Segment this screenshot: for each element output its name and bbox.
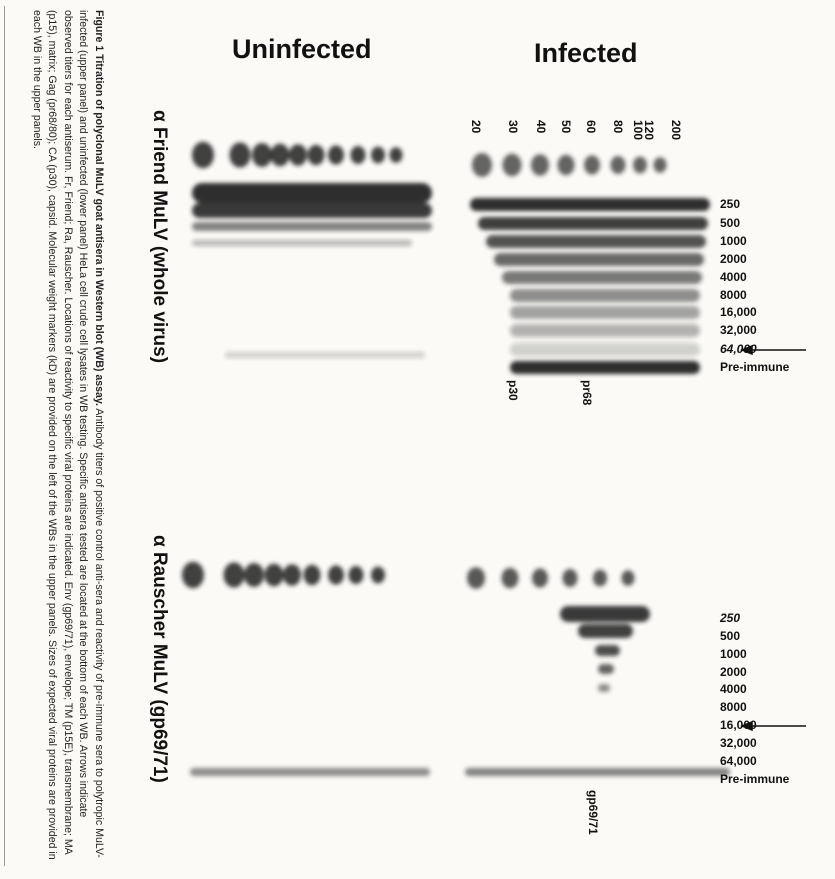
mw-marker: 200 — [669, 120, 683, 140]
band — [192, 240, 412, 246]
marker-band — [303, 564, 321, 586]
titer-label: 500 — [720, 216, 740, 230]
band — [598, 664, 614, 674]
band — [578, 624, 633, 638]
marker-band — [350, 146, 366, 164]
titer-label: 32,000 — [720, 736, 757, 750]
marker-band — [348, 566, 364, 584]
marker-band — [502, 153, 522, 177]
titer-label: 8000 — [720, 700, 747, 714]
mw-marker: 30 — [506, 120, 520, 134]
titer-label: 16,000 — [720, 718, 757, 732]
marker-band — [223, 562, 245, 588]
marker-band — [472, 153, 492, 177]
marker-band — [371, 566, 385, 584]
band — [510, 361, 700, 374]
titer-label: 1000 — [720, 234, 747, 248]
arrows — [739, 344, 806, 732]
protein-label: gp69/71 — [586, 790, 600, 835]
marker-band — [244, 563, 264, 587]
marker-band — [307, 144, 325, 166]
band — [225, 352, 425, 358]
band — [470, 198, 710, 211]
band — [510, 289, 700, 302]
band — [192, 222, 432, 231]
band — [465, 768, 730, 776]
marker-band — [389, 147, 403, 163]
titer-label: 64,000 — [720, 754, 757, 768]
mw-marker: 100 — [631, 120, 645, 140]
band — [192, 203, 432, 218]
marker-band — [182, 561, 204, 589]
marker-band — [252, 143, 272, 167]
titer-label: 16,000 — [720, 305, 757, 319]
mw-marker: 20 — [469, 120, 483, 134]
titer-label: 250 — [720, 197, 740, 211]
marker-band — [621, 570, 635, 586]
marker-band — [270, 143, 290, 167]
marker-band — [531, 154, 549, 176]
header-uninfected: Uninfected — [232, 34, 372, 64]
marker-band — [371, 146, 385, 164]
titer-label: 4000 — [720, 270, 747, 284]
band — [560, 606, 650, 622]
marker-band — [562, 569, 578, 587]
band — [192, 183, 432, 203]
mw-marker: 80 — [611, 120, 625, 134]
mw-marker: 60 — [584, 120, 598, 134]
marker-band — [328, 145, 344, 165]
protein-label: p30 — [506, 380, 520, 401]
titer-label: 500 — [720, 629, 740, 643]
protein-label: pr68 — [580, 380, 594, 406]
marker-band — [653, 157, 667, 173]
mw-marker: 50 — [559, 120, 573, 134]
marker-band — [557, 154, 575, 176]
marker-band — [584, 155, 600, 175]
titer-label: 250 — [719, 611, 740, 625]
marker-band — [264, 563, 284, 587]
marker-band — [289, 144, 307, 166]
band — [494, 253, 704, 266]
band — [502, 271, 702, 284]
marker-band — [328, 565, 344, 585]
band — [486, 235, 706, 248]
titer-label: Pre-immune — [720, 772, 790, 786]
titer-label: 64,000 — [720, 342, 757, 356]
marker-band — [610, 156, 626, 174]
mw-marker: 40 — [534, 120, 548, 134]
titer-label: 2000 — [720, 665, 747, 679]
marker-band — [192, 141, 214, 169]
band — [478, 217, 708, 230]
band — [510, 306, 700, 319]
header-infected: Infected — [534, 38, 638, 68]
band — [595, 645, 620, 656]
titer-label: 8000 — [720, 288, 747, 302]
titer-label: 4000 — [720, 682, 747, 696]
marker-band — [467, 567, 485, 589]
marker-band — [283, 564, 301, 586]
titer-label: 1000 — [720, 647, 747, 661]
marker-band — [229, 142, 251, 168]
marker-band — [633, 156, 647, 174]
blot-bands — [182, 141, 730, 776]
marker-band — [532, 568, 548, 588]
marker-band — [501, 567, 519, 589]
band — [190, 768, 430, 776]
band — [598, 684, 610, 692]
mw-marker: 120 — [642, 120, 656, 140]
titer-label: Pre-immune — [720, 360, 790, 374]
titer-label: 32,000 — [720, 323, 757, 337]
band — [510, 343, 700, 356]
band — [510, 324, 700, 337]
marker-band — [593, 569, 607, 587]
titer-label: 2000 — [720, 252, 747, 266]
